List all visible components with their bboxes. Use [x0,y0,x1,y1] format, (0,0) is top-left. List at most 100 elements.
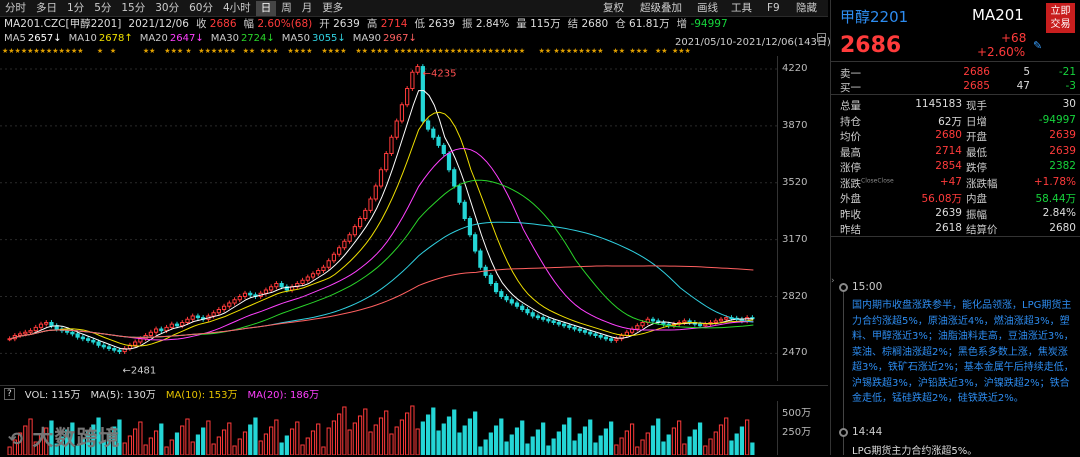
stat-label: 均价 [840,131,861,143]
expand-arrow-icon[interactable]: › [831,276,835,286]
volume-bar [101,440,106,455]
volume-bar [399,419,405,455]
candle [713,320,718,323]
candle [211,312,216,317]
settle-value: 2680 [581,18,609,30]
volume-bar [687,436,692,455]
kline-chart[interactable]: ←4235 ←2481 [0,56,778,381]
candle [300,279,305,284]
volume-bar [619,437,624,455]
inc-label: 增 [676,18,688,30]
candle [504,296,509,301]
trade-now-button[interactable]: 立即交易 [1046,3,1075,33]
volume-bar [462,425,467,455]
volume-bar [17,432,23,455]
period-tab[interactable]: 5分 [94,1,112,14]
candle [399,104,405,122]
candle [80,336,85,340]
collapse-icon[interactable]: › [817,33,826,42]
period-tab[interactable]: 4小时 [223,1,251,14]
volume-bar [410,405,415,455]
period-tab[interactable]: 60分 [189,1,213,14]
stat-label: 最低 [966,146,987,159]
volume-bar [745,419,750,455]
adjust-button[interactable]: 复权 [603,2,624,14]
hide-button[interactable]: 隐藏 [796,2,817,14]
stat-label: 内盘 [966,193,987,205]
volume-bar [106,433,112,455]
ma-label: MA5 [4,33,26,44]
period-tab[interactable]: 多日 [36,1,57,14]
f9-button[interactable]: F9 [767,2,780,14]
candle [326,260,331,268]
volume-bar [525,443,530,455]
volume-bar [541,422,546,455]
draw-button[interactable]: 画线 [697,2,718,14]
news-time: 15:00 [852,281,883,293]
candle [316,270,321,275]
stat-value: 2639 [1049,129,1076,141]
last-price: 2686 [840,33,902,58]
candle [305,276,310,281]
high-label: 高 [366,18,378,30]
volume-legend: ? VOL: 115万 MA(5): 130万 MA(10): 153万 MA(… [0,385,828,401]
period-tab[interactable]: 15分 [121,1,146,14]
help-icon[interactable]: ? [4,387,15,400]
contract-name: 甲醇2201 [840,8,909,26]
period-tab[interactable]: 日 [255,0,277,16]
period-tab[interactable]: 1分 [67,1,85,14]
news-time: 14:44 [852,426,883,438]
candle [169,323,174,328]
candle [28,330,33,333]
candle [535,315,541,319]
stat-value: 1145183 [915,98,962,110]
candle [347,234,352,242]
period-tab[interactable]: 周 [281,1,292,14]
volume-bar [556,431,561,455]
period-tab[interactable]: 分时 [5,1,26,14]
volume-bar [169,439,174,455]
candle [541,317,546,320]
vol-ma5: MA(5): 130万 [90,390,156,401]
stat-label: 持仓 [840,115,861,128]
candle [33,326,38,332]
news-text[interactable]: 国内期市收盘涨跌参半，能化品领涨，LPG期货主力合约涨超5%，原油涨近4%，燃油… [852,300,1074,404]
volume-bar [373,424,378,455]
volume-bar [436,430,441,455]
stats-table: 总量 1145183 现手 30 持仓 62万 日增 -94997 均价 2680 开盘 2639 最高… [831,96,1080,236]
volume-bar [467,418,473,455]
news-text[interactable]: LPG期货主力合约涨超5%。 [852,446,978,457]
ma-value: 3055↓ [311,33,346,44]
candle [148,331,153,336]
vol-value: VOL: 115万 [24,390,81,401]
candle [185,318,190,323]
buy-delta: -3 [1065,80,1076,92]
stat-value: 2639 [935,206,962,219]
candle [310,273,316,278]
overlay-button[interactable]: 超级叠加 [640,2,682,14]
watermark-text: 大数跨境 [32,426,121,450]
period-tab[interactable]: 月 [301,1,313,14]
ma-item: MA10 2678↑ [69,33,133,44]
candle [609,338,614,341]
candle [106,346,112,349]
volume-bar [248,424,253,455]
period-tab[interactable]: 30分 [155,1,180,14]
edit-icon[interactable]: ✎ [1033,39,1043,52]
candle [473,234,478,252]
volume-bar [289,428,295,455]
candle [85,338,91,341]
volume-bar [279,442,284,455]
candle [284,286,289,291]
volume-label: 量 [516,18,527,30]
period-tab[interactable]: 更多 [322,1,344,14]
stat-row: 总量 1145183 现手 30 [840,98,1076,112]
volume-bar [729,440,734,455]
volume-bar [624,430,629,455]
candle [164,326,169,332]
volume-chart[interactable] [0,401,778,455]
volume-bar [38,434,44,455]
sell-price: 2686 [963,66,990,78]
stat-value: 58.44万 [1035,193,1076,205]
tools-button[interactable]: 工具 [731,2,752,14]
